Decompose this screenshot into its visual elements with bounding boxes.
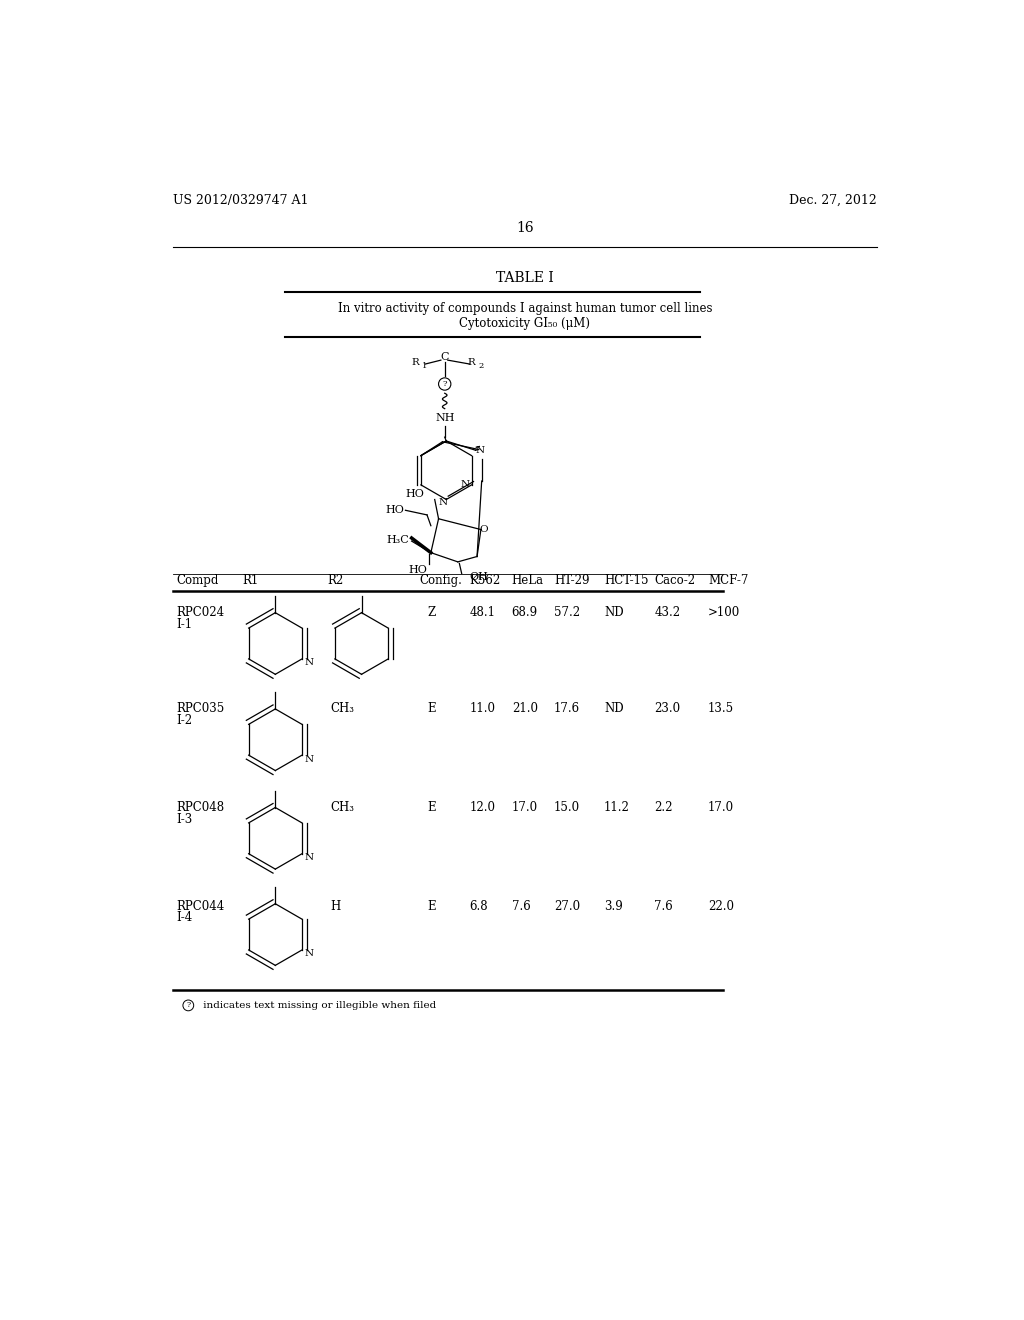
Text: 3.9: 3.9 xyxy=(604,899,623,912)
Text: 1: 1 xyxy=(422,362,428,371)
Text: TABLE I: TABLE I xyxy=(496,271,554,285)
Text: HO: HO xyxy=(385,506,403,515)
Text: 57.2: 57.2 xyxy=(554,606,581,619)
Text: I-2: I-2 xyxy=(177,714,193,727)
Text: O: O xyxy=(479,525,488,535)
Text: 17.0: 17.0 xyxy=(708,801,734,814)
Text: I-1: I-1 xyxy=(177,618,193,631)
Text: 12.0: 12.0 xyxy=(469,801,496,814)
Text: 15.0: 15.0 xyxy=(554,801,581,814)
Text: I-4: I-4 xyxy=(177,911,193,924)
Text: RPC044: RPC044 xyxy=(177,899,225,912)
Text: HT-29: HT-29 xyxy=(554,574,590,587)
Text: MCF-7: MCF-7 xyxy=(708,574,749,587)
Text: 7.6: 7.6 xyxy=(654,899,673,912)
Text: 17.0: 17.0 xyxy=(512,801,538,814)
Text: E: E xyxy=(427,702,435,715)
Text: 27.0: 27.0 xyxy=(554,899,581,912)
Text: 43.2: 43.2 xyxy=(654,606,680,619)
Text: 21.0: 21.0 xyxy=(512,702,538,715)
Text: H₃C: H₃C xyxy=(386,535,410,545)
Text: OH: OH xyxy=(469,573,488,582)
Text: 7.6: 7.6 xyxy=(512,899,530,912)
Text: R1: R1 xyxy=(243,574,258,587)
Text: NH: NH xyxy=(435,413,455,422)
Text: 11.2: 11.2 xyxy=(604,801,630,814)
Text: N: N xyxy=(461,480,470,490)
Text: HO: HO xyxy=(406,490,425,499)
Text: ND: ND xyxy=(604,606,624,619)
Text: RPC024: RPC024 xyxy=(177,606,225,619)
Text: 22.0: 22.0 xyxy=(708,899,734,912)
Text: 2.2: 2.2 xyxy=(654,801,673,814)
Text: Dec. 27, 2012: Dec. 27, 2012 xyxy=(788,194,877,207)
Text: indicates text missing or illegible when filed: indicates text missing or illegible when… xyxy=(200,1001,436,1010)
Text: Cytotoxicity GI₅₀ (μM): Cytotoxicity GI₅₀ (μM) xyxy=(460,317,590,330)
Text: 23.0: 23.0 xyxy=(654,702,680,715)
Text: CH₃: CH₃ xyxy=(331,801,354,814)
Text: >100: >100 xyxy=(708,606,740,619)
Text: ?: ? xyxy=(442,380,446,388)
Text: HO: HO xyxy=(409,565,427,574)
Text: Caco-2: Caco-2 xyxy=(654,574,695,587)
Text: R: R xyxy=(467,358,475,367)
Text: R2: R2 xyxy=(327,574,343,587)
Text: I-3: I-3 xyxy=(177,813,193,825)
Text: C: C xyxy=(440,352,449,362)
Text: 17.6: 17.6 xyxy=(554,702,581,715)
Text: N: N xyxy=(438,498,447,507)
Text: Z: Z xyxy=(427,606,435,619)
Text: ND: ND xyxy=(604,702,624,715)
Text: RPC035: RPC035 xyxy=(177,702,225,715)
Text: HeLa: HeLa xyxy=(512,574,544,587)
Text: E: E xyxy=(427,801,435,814)
Text: N: N xyxy=(304,659,313,667)
Text: CH₃: CH₃ xyxy=(331,702,354,715)
Text: N: N xyxy=(304,755,313,763)
Text: Compd: Compd xyxy=(177,574,219,587)
Text: N: N xyxy=(304,949,313,958)
Text: 11.0: 11.0 xyxy=(469,702,496,715)
Text: ?: ? xyxy=(186,1002,190,1010)
Text: R: R xyxy=(412,358,419,367)
Text: Config.: Config. xyxy=(419,574,462,587)
Text: 68.9: 68.9 xyxy=(512,606,538,619)
Text: HCT-15: HCT-15 xyxy=(604,574,648,587)
Text: US 2012/0329747 A1: US 2012/0329747 A1 xyxy=(173,194,308,207)
Text: 16: 16 xyxy=(516,220,534,235)
Text: 48.1: 48.1 xyxy=(469,606,496,619)
Text: N: N xyxy=(475,446,484,454)
Text: 13.5: 13.5 xyxy=(708,702,734,715)
Text: E: E xyxy=(427,899,435,912)
Text: N: N xyxy=(304,853,313,862)
Text: RPC048: RPC048 xyxy=(177,801,225,814)
Text: 2: 2 xyxy=(478,362,484,371)
Text: In vitro activity of compounds I against human tumor cell lines: In vitro activity of compounds I against… xyxy=(338,302,712,315)
Text: 6.8: 6.8 xyxy=(469,899,488,912)
Text: K562: K562 xyxy=(469,574,501,587)
Text: H: H xyxy=(331,899,341,912)
